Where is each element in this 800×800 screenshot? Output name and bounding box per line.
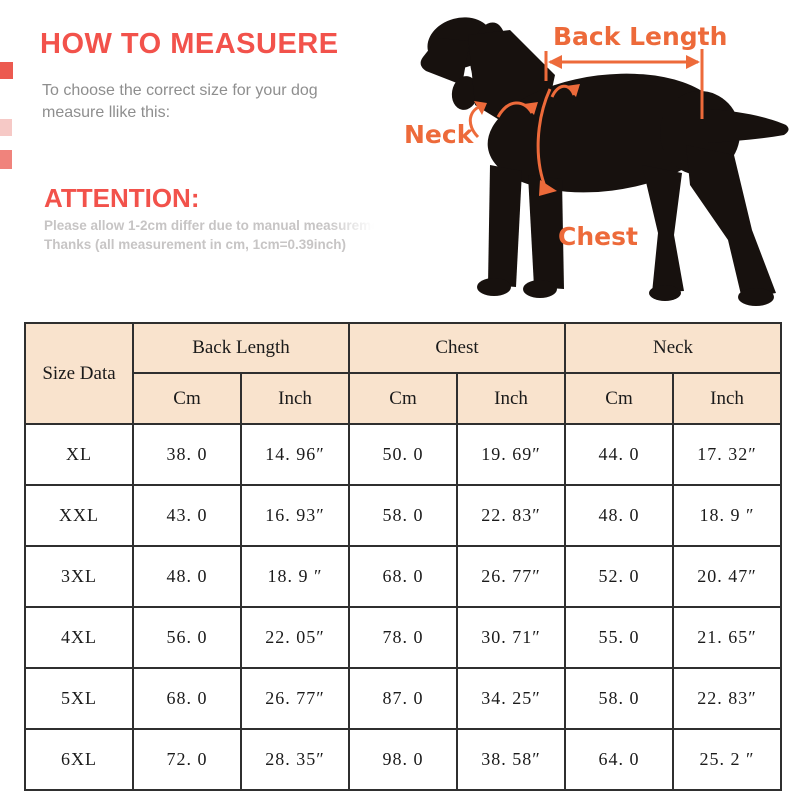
unit-header: Cm xyxy=(348,372,459,425)
attention-note-line2: Thanks (all measurement in cm, 1cm=0.39i… xyxy=(44,237,346,252)
size-table-header: Size Data Back Length Chest Neck Cm Inch… xyxy=(24,322,783,425)
measurement-cell: 64. 0 xyxy=(564,728,675,791)
group-header-neck: Neck xyxy=(564,322,783,374)
measurement-cell: 50. 0 xyxy=(348,423,459,486)
measurement-cell: 72. 0 xyxy=(132,728,242,791)
subtitle: To choose the correct size for your dog … xyxy=(42,80,318,124)
size-label-cell: XL xyxy=(24,423,134,486)
measurement-cell: 38. 0 xyxy=(132,423,242,486)
arrowheads xyxy=(474,55,700,196)
measurement-cell: 55. 0 xyxy=(564,606,675,669)
measurement-cell: 44. 0 xyxy=(564,423,675,486)
measurement-cell: 26. 77″ xyxy=(239,667,351,730)
measurement-cell: 16. 93″ xyxy=(239,484,351,547)
measurement-cell: 68. 0 xyxy=(132,667,242,730)
table-row: 4XL 56. 0 22. 05″ 78. 0 30. 71″ 55. 0 21. 65″ xyxy=(24,606,783,669)
measurement-cell: 34. 25″ xyxy=(456,667,567,730)
page-title: HOW TO MEASUERE xyxy=(40,28,339,60)
dog-silhouette-graphic: Back Length Neck Chest xyxy=(404,17,789,306)
measurement-cell: 58. 0 xyxy=(348,484,459,547)
decorative-edge-mark xyxy=(0,119,12,136)
size-table: Size Data Back Length Chest Neck Cm Inch… xyxy=(24,322,783,791)
unit-header: Inch xyxy=(672,372,783,425)
measurement-cell: 43. 0 xyxy=(132,484,242,547)
measurement-cell: 14. 96″ xyxy=(239,423,351,486)
group-header-chest: Chest xyxy=(348,322,567,374)
measurement-cell: 25. 2 ″ xyxy=(672,728,783,791)
table-row: 5XL 68. 0 26. 77″ 87. 0 34. 25″ 58. 0 22. 83″ xyxy=(24,667,783,730)
decorative-edge-mark xyxy=(0,150,12,169)
chest-label: Chest xyxy=(558,222,638,251)
measurement-cell: 87. 0 xyxy=(348,667,459,730)
measurement-cell: 18. 9 ″ xyxy=(239,545,351,608)
measurement-cell: 58. 0 xyxy=(564,667,675,730)
measurement-cell: 20. 47″ xyxy=(672,545,783,608)
measurement-cell: 28. 35″ xyxy=(239,728,351,791)
measurement-cell: 19. 69″ xyxy=(456,423,567,486)
measurement-cell: 30. 71″ xyxy=(456,606,567,669)
measurement-cell: 22. 05″ xyxy=(239,606,351,669)
measurement-cell: 48. 0 xyxy=(132,545,242,608)
size-label-cell: 5XL xyxy=(24,667,134,730)
corner-cell: Size Data xyxy=(24,322,134,425)
arrowhead-withers-icon xyxy=(566,84,580,97)
group-header-back-length: Back Length xyxy=(131,322,351,374)
unit-header: Cm xyxy=(132,372,242,425)
size-label-cell: 6XL xyxy=(24,728,134,791)
decorative-edge-mark xyxy=(0,62,13,79)
table-row: 6XL 72. 0 28. 35″ 98. 0 38. 58″ 64. 0 25. 2 ″ xyxy=(24,728,783,791)
measurement-cell: 22. 83″ xyxy=(672,667,783,730)
measurement-cell: 18. 9 ″ xyxy=(672,484,783,547)
size-label-cell: 4XL xyxy=(24,606,134,669)
measurement-cell: 56. 0 xyxy=(132,606,242,669)
unit-header: Inch xyxy=(239,372,351,425)
measurement-cell: 21. 65″ xyxy=(672,606,783,669)
subtitle-line1: To choose the correct size for your dog xyxy=(42,82,318,99)
size-label-cell: 3XL xyxy=(24,545,134,608)
measurement-cell: 48. 0 xyxy=(564,484,675,547)
measurement-cell: 98. 0 xyxy=(348,728,459,791)
measurement-cell: 26. 77″ xyxy=(456,545,567,608)
measurement-cell: 22. 83″ xyxy=(456,484,567,547)
measurement-cell: 78. 0 xyxy=(348,606,459,669)
table-row: 3XL 48. 0 18. 9 ″ 68. 0 26. 77″ 52. 0 20. 47″ xyxy=(24,545,783,608)
arrowhead-right-icon xyxy=(686,55,700,69)
back-length-label: Back Length xyxy=(553,22,727,51)
subtitle-line2: measure llike this: xyxy=(42,104,171,121)
dog-silhouette xyxy=(420,17,789,306)
unit-header: Cm xyxy=(564,372,675,425)
attention-note: Please allow 1-2cm differ due to manual … xyxy=(44,216,382,254)
unit-header: Inch xyxy=(456,372,567,425)
measurement-cell: 38. 58″ xyxy=(456,728,567,791)
table-row: XXL 43. 0 16. 93″ 58. 0 22. 83″ 48. 0 18. 9 ″ xyxy=(24,484,783,547)
measurement-cell: 17. 32″ xyxy=(672,423,783,486)
neck-label: Neck xyxy=(404,120,475,149)
attention-note-line1: Please allow 1-2cm differ due to manual … xyxy=(44,216,382,235)
measurement-cell: 52. 0 xyxy=(564,545,675,608)
measurement-cell: 68. 0 xyxy=(348,545,459,608)
arrowhead-chest-icon xyxy=(539,180,557,196)
chest-curve xyxy=(536,88,552,190)
arrowhead-neck-icon xyxy=(474,101,487,115)
arrowhead-left-icon xyxy=(548,55,562,69)
arrowhead-neck2-icon xyxy=(524,102,538,115)
dog-measurement-diagram: Back Length Neck Chest xyxy=(390,5,800,315)
attention-heading: ATTENTION: xyxy=(44,183,200,213)
size-table-body: XL 38. 0 14. 96″ 50. 0 19. 69″ 44. 0 17. 32″ XX… xyxy=(24,423,783,791)
size-label-cell: XXL xyxy=(24,484,134,547)
table-row: XL 38. 0 14. 96″ 50. 0 19. 69″ 44. 0 17. 32″ xyxy=(24,423,783,486)
